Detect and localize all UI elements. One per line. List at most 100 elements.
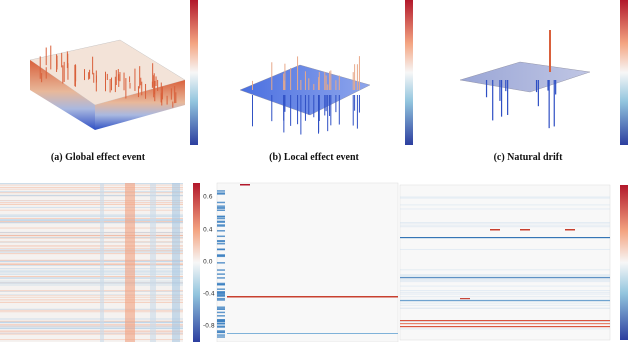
stripe — [0, 280, 183, 282]
stripe — [0, 183, 183, 185]
spot — [490, 229, 500, 231]
stripe — [0, 247, 183, 249]
stripe — [0, 199, 183, 201]
stripe — [0, 194, 183, 196]
stripe — [0, 232, 183, 234]
stripe — [217, 207, 225, 209]
stripe — [0, 311, 183, 313]
stripe — [217, 190, 225, 192]
stripe — [400, 269, 610, 271]
stripe — [217, 326, 225, 328]
column — [100, 183, 104, 342]
spot — [565, 229, 575, 231]
stripe — [0, 277, 183, 279]
stripe — [0, 184, 183, 186]
caption: (b) Local effect event — [269, 152, 359, 163]
stripe — [400, 196, 610, 198]
stripe — [0, 187, 183, 189]
stripe — [217, 315, 225, 317]
stripe — [217, 262, 225, 264]
stripe — [0, 220, 183, 222]
stripe — [400, 222, 610, 224]
stripe — [0, 241, 183, 243]
stripe — [0, 264, 183, 266]
colorbar-tick-label: 0.6 — [203, 194, 213, 201]
stripe — [400, 320, 610, 322]
stripe — [0, 249, 183, 251]
surface-plots — [29, 0, 628, 145]
stripe — [0, 253, 183, 255]
stripe — [0, 251, 183, 253]
stripe — [217, 288, 225, 290]
stripe — [0, 214, 183, 216]
stripe — [0, 264, 183, 266]
stripe — [400, 275, 610, 277]
stripe — [0, 318, 183, 320]
stripe — [217, 215, 225, 218]
stripe — [0, 231, 183, 233]
stripe — [217, 217, 225, 220]
stripe — [217, 299, 225, 301]
stripe — [0, 206, 183, 208]
stripe — [400, 279, 610, 281]
column — [125, 183, 135, 342]
stripe — [400, 304, 610, 306]
stripe — [217, 320, 225, 323]
heatmap — [216, 182, 399, 342]
stripe — [217, 295, 225, 297]
stripe — [400, 197, 610, 199]
stripe — [217, 209, 225, 212]
stripe — [0, 245, 183, 247]
stripe — [400, 275, 610, 277]
heatmaps — [0, 182, 628, 342]
stripe — [227, 296, 398, 298]
stripe — [0, 219, 183, 221]
stripe — [0, 183, 183, 185]
colorbar — [193, 183, 200, 342]
stripe — [400, 323, 610, 325]
stripe — [0, 259, 183, 261]
stripe — [0, 282, 183, 284]
stripe — [0, 299, 183, 301]
stripe — [217, 221, 225, 223]
stripe — [0, 276, 183, 278]
stripe — [0, 192, 183, 194]
stripe — [0, 203, 183, 205]
stripe — [0, 325, 183, 327]
stripe — [0, 241, 183, 243]
stripe — [0, 234, 183, 236]
stripe — [0, 321, 183, 323]
spot — [460, 298, 470, 300]
stripe — [0, 328, 183, 330]
stripe — [0, 326, 183, 328]
stripe — [217, 235, 225, 238]
stripe — [217, 306, 225, 308]
colorbar-tick-label: 0.0 — [203, 259, 213, 266]
stripe — [0, 221, 183, 223]
stripe — [217, 230, 225, 232]
stripe — [0, 324, 183, 326]
column — [150, 183, 156, 342]
stripe — [400, 296, 610, 298]
stripe — [400, 277, 610, 279]
stripe — [400, 224, 610, 226]
stripe — [217, 297, 225, 300]
stripe — [240, 184, 250, 186]
stripe — [400, 238, 610, 239]
stripe — [0, 237, 183, 239]
surface — [459, 61, 591, 93]
spot — [520, 229, 530, 231]
stripe — [400, 208, 610, 210]
stripe — [400, 285, 610, 287]
stripe — [0, 227, 183, 229]
colorbar-tick-label: -0.4 — [203, 291, 215, 298]
stripe — [217, 201, 225, 204]
stripe — [0, 221, 183, 223]
colorbar — [620, 0, 628, 145]
stripe — [217, 282, 225, 285]
stripe — [400, 237, 610, 239]
stripe — [217, 205, 225, 207]
colorbar — [620, 185, 628, 340]
stripe — [217, 325, 225, 328]
